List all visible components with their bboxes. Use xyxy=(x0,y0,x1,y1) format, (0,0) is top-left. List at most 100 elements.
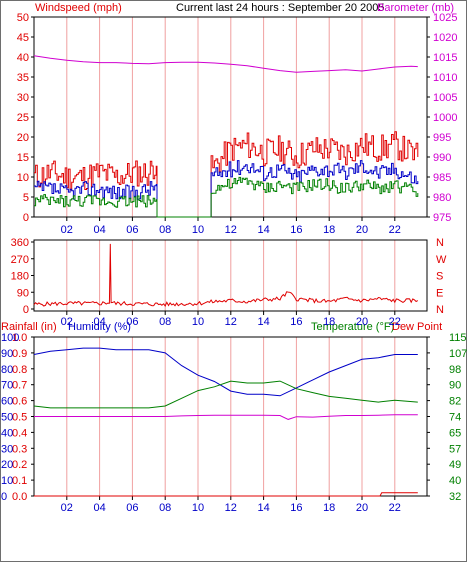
barometer-tick-label: 1010 xyxy=(433,72,457,84)
x-tick-label: 10 xyxy=(192,224,204,236)
humidity-tick-label: 40 xyxy=(1,427,13,439)
compass-tick-label: N xyxy=(436,237,444,249)
temperature-tick-label: 74 xyxy=(449,412,461,424)
x-tick-label: 08 xyxy=(159,224,171,236)
x-tick-label: 04 xyxy=(93,316,105,328)
x-tick-label: 06 xyxy=(126,316,138,328)
x-tick-label: 06 xyxy=(126,502,138,514)
x-tick-label: 22 xyxy=(389,316,401,328)
humidity-tick-label: 30 xyxy=(1,443,13,455)
rainfall-axis-label: Rainfall (in) xyxy=(1,321,57,333)
x-tick-label: 20 xyxy=(356,316,368,328)
barometer-tick-label: 1005 xyxy=(433,92,457,104)
humidity-tick-label: 0 xyxy=(1,491,7,503)
barometer-tick-label: 995 xyxy=(433,132,451,144)
rainfall-tick-label: 0.4 xyxy=(12,427,27,439)
temperature-tick-label: 49 xyxy=(449,459,461,471)
windspeed-tick-label: 15 xyxy=(17,152,29,164)
x-tick-label: 16 xyxy=(290,502,302,514)
rainfall-tick-label: 0.5 xyxy=(12,412,27,424)
x-tick-label: 14 xyxy=(257,224,269,236)
direction-tick-label: 360 xyxy=(11,237,29,249)
x-tick-label: 04 xyxy=(93,224,105,236)
x-tick-label: 18 xyxy=(323,502,335,514)
x-tick-label: 16 xyxy=(290,316,302,328)
windspeed-tick-label: 20 xyxy=(17,132,29,144)
x-tick-label: 02 xyxy=(61,502,73,514)
barometer-tick-label: 1025 xyxy=(433,12,457,24)
barometer-axis-label: Barometer (mb) xyxy=(377,2,454,14)
rainfall-tick-label: 0.3 xyxy=(12,443,27,455)
x-tick-label: 10 xyxy=(192,502,204,514)
temperature-tick-label: 98 xyxy=(449,364,461,376)
barometer-tick-label: 980 xyxy=(433,192,451,204)
compass-tick-label: W xyxy=(436,254,447,266)
humidity-tick-label: 70 xyxy=(1,380,13,392)
rainfall-tick-label: 0.8 xyxy=(12,364,27,376)
x-tick-label: 14 xyxy=(257,316,269,328)
humidity-tick-label: 90 xyxy=(1,348,13,360)
direction-tick-label: 90 xyxy=(17,287,29,299)
windspeed-tick-label: 40 xyxy=(17,52,29,64)
barometer-tick-label: 985 xyxy=(433,172,451,184)
x-tick-label: 08 xyxy=(159,316,171,328)
dewpoint-axis-label: Dew Point xyxy=(392,321,442,333)
x-tick-label: 02 xyxy=(61,316,73,328)
temperature-tick-label: 40 xyxy=(449,475,461,487)
temperature-tick-label: 32 xyxy=(449,491,461,503)
direction-tick-label: 270 xyxy=(11,254,29,266)
barometer-series-line xyxy=(33,55,418,73)
rainfall-tick-label: 0.0 xyxy=(12,491,27,503)
humidity-axis-label: Humidity (%) xyxy=(68,321,131,333)
direction-tick-label: 0 xyxy=(23,304,29,316)
humidity-series-line xyxy=(33,347,418,397)
temperature-tick-label: 65 xyxy=(449,427,461,439)
windspeed-tick-label: 5 xyxy=(23,192,29,204)
rainfall-tick-label: 0.2 xyxy=(12,459,27,471)
windspeed-tick-label: 35 xyxy=(17,72,29,84)
gust-series-line xyxy=(34,131,419,218)
temperature-tick-label: 115 xyxy=(449,332,467,344)
rainfall-tick-label: 0.1 xyxy=(12,475,27,487)
windspeed-axis-label: Windspeed (mph) xyxy=(35,2,122,14)
humidity-tick-label: 100 xyxy=(1,332,19,344)
wind-direction-series-line xyxy=(33,243,419,308)
humidity-tick-label: 50 xyxy=(1,412,13,424)
barometer-tick-label: 1015 xyxy=(433,52,457,64)
temperature-tick-label: 82 xyxy=(449,396,461,408)
x-tick-label: 04 xyxy=(93,502,105,514)
windspeed-tick-label: 30 xyxy=(17,92,29,104)
windspeed-tick-label: 0 xyxy=(23,212,29,224)
x-tick-label: 20 xyxy=(356,224,368,236)
barometer-tick-label: 975 xyxy=(433,212,451,224)
x-tick-label: 22 xyxy=(389,502,401,514)
humidity-tick-label: 80 xyxy=(1,364,13,376)
barometer-tick-label: 1000 xyxy=(433,112,457,124)
compass-tick-label: E xyxy=(436,287,443,299)
x-tick-label: 12 xyxy=(225,316,237,328)
x-tick-label: 16 xyxy=(290,224,302,236)
chart-title: Current last 24 hours : September 20 200… xyxy=(176,2,385,14)
compass-tick-label: N xyxy=(436,304,444,316)
rainfall-series-line xyxy=(34,492,418,497)
dew-point-series-line xyxy=(34,414,418,420)
windspeed-tick-label: 10 xyxy=(17,172,29,184)
rainfall-tick-label: 0.9 xyxy=(12,348,27,360)
x-tick-label: 12 xyxy=(225,502,237,514)
direction-tick-label: 180 xyxy=(11,271,29,283)
windspeed-tick-label: 45 xyxy=(17,32,29,44)
barometer-tick-label: 1020 xyxy=(433,32,457,44)
compass-tick-label: S xyxy=(436,271,443,283)
rainfall-tick-label: 1.0 xyxy=(12,332,27,344)
x-tick-label: 20 xyxy=(356,502,368,514)
x-tick-label: 22 xyxy=(389,224,401,236)
x-tick-label: 18 xyxy=(323,224,335,236)
x-tick-label: 08 xyxy=(159,502,171,514)
x-tick-label: 10 xyxy=(192,316,204,328)
temperature-axis-label: Temperature (°F) xyxy=(311,321,394,333)
calm-wind-series-line xyxy=(34,176,419,218)
temperature-tick-label: 57 xyxy=(449,443,461,455)
x-tick-label: 18 xyxy=(323,316,335,328)
x-tick-label: 14 xyxy=(257,502,269,514)
